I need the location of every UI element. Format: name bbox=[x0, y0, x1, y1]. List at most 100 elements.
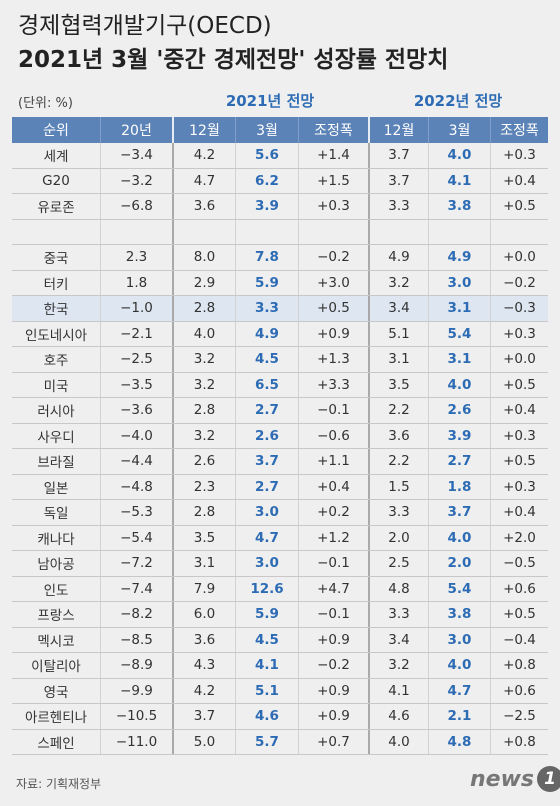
value-cell: 4.2 bbox=[172, 678, 235, 703]
value-cell: +0.8 bbox=[490, 729, 548, 754]
empty-cell bbox=[235, 219, 298, 244]
value-cell: 7.9 bbox=[172, 576, 235, 601]
value-cell: 4.0 bbox=[428, 525, 490, 550]
value-cell: 5.4 bbox=[428, 321, 490, 346]
value-cell: 4.0 bbox=[428, 143, 490, 168]
country: 인도네시아 bbox=[24, 327, 88, 344]
value-cell: +3.3 bbox=[298, 372, 368, 397]
column-header: 12월 bbox=[172, 117, 235, 143]
value-cell: 4.2 bbox=[172, 143, 235, 168]
country: 영국 bbox=[43, 684, 69, 701]
column-header: 20년 bbox=[100, 117, 172, 143]
value-cell: 4.0 bbox=[428, 372, 490, 397]
logo-mark: 1 bbox=[537, 766, 560, 792]
value-cell: 2.8 bbox=[172, 296, 235, 321]
logo-text: news bbox=[470, 766, 535, 792]
value-cell: 3.7 bbox=[235, 449, 298, 474]
value-cell: +0.9 bbox=[298, 627, 368, 652]
value-cell: 5.1 bbox=[368, 321, 428, 346]
country: 사우디 bbox=[37, 429, 75, 446]
country: 한국 bbox=[43, 302, 69, 319]
value-cell: 3.3 bbox=[368, 602, 428, 627]
value-cell: −0.2 bbox=[298, 653, 368, 678]
column-header: 조정폭 bbox=[490, 117, 548, 143]
value-cell: +0.5 bbox=[490, 372, 548, 397]
value-cell: 3.9 bbox=[235, 194, 298, 219]
value-cell: 3.9 bbox=[428, 423, 490, 448]
value-cell: 3.4 bbox=[368, 296, 428, 321]
value-cell: 2.8 bbox=[172, 398, 235, 423]
empty-cell bbox=[172, 219, 235, 244]
value-cell: +0.9 bbox=[298, 704, 368, 729]
country: 일본 bbox=[43, 480, 69, 497]
value-cell: −8.5 bbox=[100, 627, 172, 652]
value-cell: +2.0 bbox=[490, 525, 548, 550]
column-header: 조정폭 bbox=[298, 117, 368, 143]
value-cell: −8.9 bbox=[100, 653, 172, 678]
value-cell: −8.2 bbox=[100, 602, 172, 627]
value-cell: −3.5 bbox=[100, 372, 172, 397]
value-cell: 3.7 bbox=[172, 704, 235, 729]
value-cell: +0.2 bbox=[298, 500, 368, 525]
value-cell: +1.3 bbox=[298, 347, 368, 372]
value-cell: −1.0 bbox=[100, 296, 172, 321]
table-row: 인도네시아 −2.1 4.0 4.9 +0.9 5.1 5.4 +0.3 bbox=[12, 321, 548, 347]
value-cell: +0.3 bbox=[490, 474, 548, 499]
value-cell: 2.5 bbox=[368, 551, 428, 576]
value-cell: −4.0 bbox=[100, 423, 172, 448]
country: 세계 bbox=[43, 149, 69, 166]
value-cell: −5.3 bbox=[100, 500, 172, 525]
value-cell: 8.0 bbox=[172, 245, 235, 270]
value-cell: +0.8 bbox=[490, 653, 548, 678]
table-row: 한국 −1.0 2.8 3.3 +0.5 3.4 3.1 −0.3 bbox=[12, 296, 548, 322]
value-cell: 7.8 bbox=[235, 245, 298, 270]
value-cell: +0.4 bbox=[490, 398, 548, 423]
value-cell: 3.3 bbox=[235, 296, 298, 321]
table-row: 캐나다 −5.4 3.5 4.7 +1.2 2.0 4.0 +2.0 bbox=[12, 525, 548, 551]
value-cell: 3.1 bbox=[428, 347, 490, 372]
country: 남아공 bbox=[37, 557, 75, 574]
value-cell: −0.2 bbox=[298, 245, 368, 270]
value-cell: −2.1 bbox=[100, 321, 172, 346]
value-cell: 2.2 bbox=[368, 398, 428, 423]
value-cell: 4.8 bbox=[428, 729, 490, 754]
table-row: 세계 −3.4 4.2 5.6 +1.4 3.7 4.0 +0.3 bbox=[12, 143, 548, 169]
country: 멕시코 bbox=[37, 633, 75, 650]
value-cell: 4.1 bbox=[235, 653, 298, 678]
country: 미국 bbox=[43, 378, 69, 395]
value-cell: 5.1 bbox=[235, 678, 298, 703]
value-cell: −3.4 bbox=[100, 143, 172, 168]
value-cell: +1.4 bbox=[298, 143, 368, 168]
value-cell: 3.1 bbox=[172, 551, 235, 576]
value-cell: 4.9 bbox=[235, 321, 298, 346]
country: 러시아 bbox=[37, 404, 75, 421]
value-cell: 2.6 bbox=[235, 423, 298, 448]
value-cell: 2.9 bbox=[172, 270, 235, 295]
group-header: 2021년 전망 bbox=[225, 92, 315, 110]
value-cell: 4.0 bbox=[368, 729, 428, 754]
unit-note: (단위: %) bbox=[18, 96, 73, 111]
value-cell: 2.3 bbox=[172, 474, 235, 499]
column-header: 12월 bbox=[368, 117, 428, 143]
value-cell: +0.0 bbox=[490, 245, 548, 270]
value-cell: 1.8 bbox=[100, 270, 172, 295]
value-cell: 4.5 bbox=[235, 347, 298, 372]
value-cell: 5.4 bbox=[428, 576, 490, 601]
value-cell: 4.9 bbox=[428, 245, 490, 270]
empty-cell bbox=[490, 219, 548, 244]
value-cell: 4.6 bbox=[235, 704, 298, 729]
spacer-row bbox=[12, 219, 548, 245]
value-cell: −7.4 bbox=[100, 576, 172, 601]
table-row: 호주 −2.5 3.2 4.5 +1.3 3.1 3.1 +0.0 bbox=[12, 347, 548, 373]
value-cell: −9.9 bbox=[100, 678, 172, 703]
value-cell: +1.2 bbox=[298, 525, 368, 550]
value-cell: −0.6 bbox=[298, 423, 368, 448]
value-cell: 3.6 bbox=[172, 194, 235, 219]
value-cell: +1.1 bbox=[298, 449, 368, 474]
value-cell: 1.8 bbox=[428, 474, 490, 499]
value-cell: +0.9 bbox=[298, 678, 368, 703]
value-cell: −4.4 bbox=[100, 449, 172, 474]
value-cell: −6.8 bbox=[100, 194, 172, 219]
country: 중국 bbox=[43, 251, 69, 268]
empty-cell bbox=[12, 220, 100, 245]
